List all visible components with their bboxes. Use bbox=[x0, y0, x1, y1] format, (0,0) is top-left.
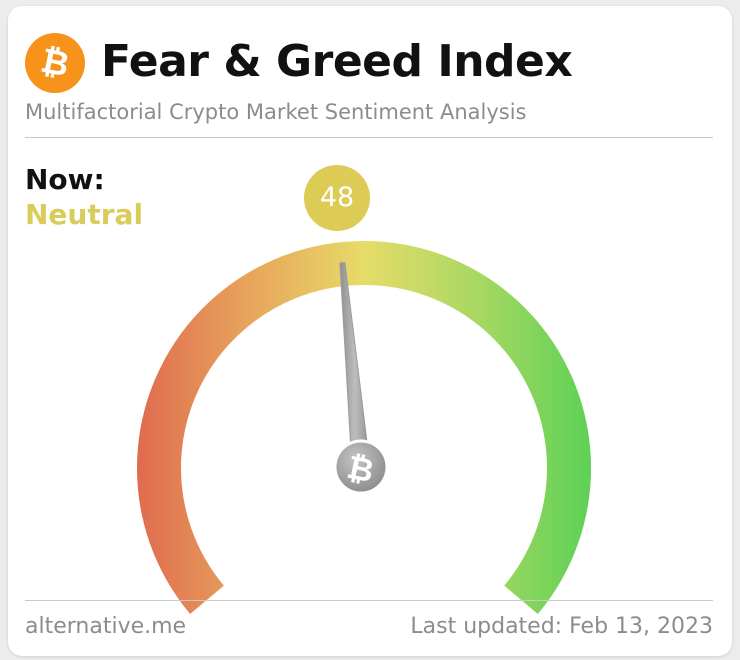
gauge-arc bbox=[137, 240, 591, 614]
page-subtitle: Multifactorial Crypto Market Sentiment A… bbox=[25, 100, 527, 124]
now-label: Now: bbox=[25, 163, 105, 196]
top-divider bbox=[25, 137, 713, 138]
page-title: Fear & Greed Index bbox=[101, 36, 573, 87]
gauge-hub: ₿ bbox=[333, 439, 389, 495]
bitcoin-logo-icon: ₿ bbox=[25, 33, 85, 93]
sentiment-status: Neutral bbox=[25, 198, 144, 231]
gauge-needle bbox=[339, 262, 371, 469]
last-updated: Last updated: Feb 13, 2023 bbox=[410, 614, 713, 639]
bottom-divider bbox=[25, 600, 713, 601]
bitcoin-icon: ₿ bbox=[37, 43, 72, 83]
svg-text:₿: ₿ bbox=[37, 43, 72, 83]
source-link[interactable]: alternative.me bbox=[25, 614, 187, 639]
bitcoin-icon: ₿ bbox=[344, 448, 377, 491]
fear-greed-card: ₿ Fear & Greed Index Multifactorial Cryp… bbox=[8, 6, 732, 656]
index-value-badge: 48 bbox=[304, 165, 370, 231]
